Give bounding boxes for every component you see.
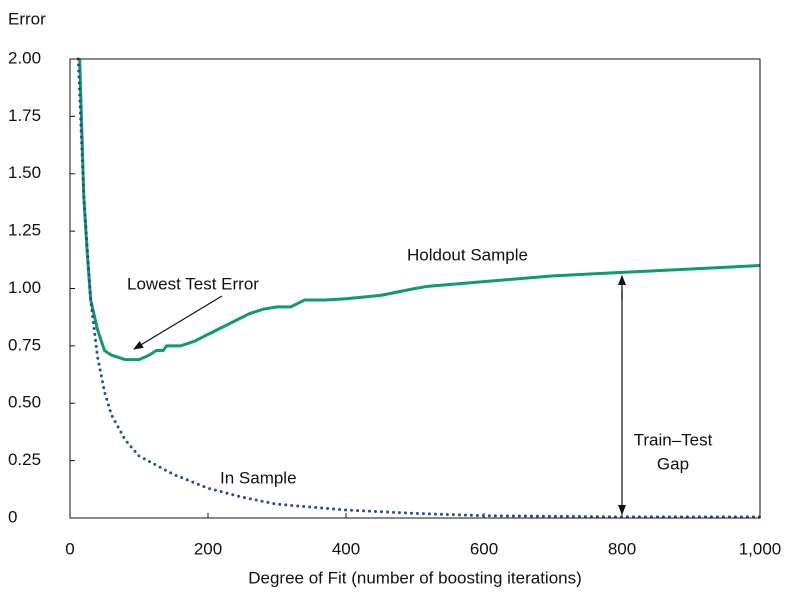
y-tick-label: 1.25 bbox=[8, 221, 41, 240]
annotation: Train–Test bbox=[634, 430, 713, 449]
y-tick-label: 0.75 bbox=[8, 335, 41, 354]
y-tick-label: 2.00 bbox=[8, 48, 41, 67]
plot-frame bbox=[69, 58, 761, 519]
x-tick-label: 600 bbox=[470, 539, 498, 558]
y-tick-label: 0 bbox=[8, 507, 17, 526]
y-tick-label: 1.50 bbox=[8, 163, 41, 182]
y-axis-label: Error bbox=[8, 9, 46, 28]
annotation: Lowest Test Error bbox=[127, 274, 259, 293]
y-tick-label: 1.75 bbox=[8, 106, 41, 125]
series-label: Holdout Sample bbox=[407, 245, 528, 264]
y-tick-label: 0.25 bbox=[8, 450, 41, 469]
x-tick-label: 400 bbox=[332, 539, 360, 558]
x-axis-label: Degree of Fit (number of boosting iterat… bbox=[248, 568, 582, 587]
y-tick-label: 1.00 bbox=[8, 278, 41, 297]
annotation-arrow bbox=[133, 295, 223, 350]
x-tick-label: 1,000 bbox=[739, 539, 782, 558]
y-tick-label: 0.50 bbox=[8, 393, 41, 412]
series-label: In Sample bbox=[220, 468, 297, 487]
x-tick-label: 200 bbox=[194, 539, 222, 558]
x-tick-label: 800 bbox=[608, 539, 636, 558]
series-line bbox=[78, 58, 761, 362]
annotation: Gap bbox=[657, 454, 689, 473]
x-tick-label: 0 bbox=[65, 539, 74, 558]
